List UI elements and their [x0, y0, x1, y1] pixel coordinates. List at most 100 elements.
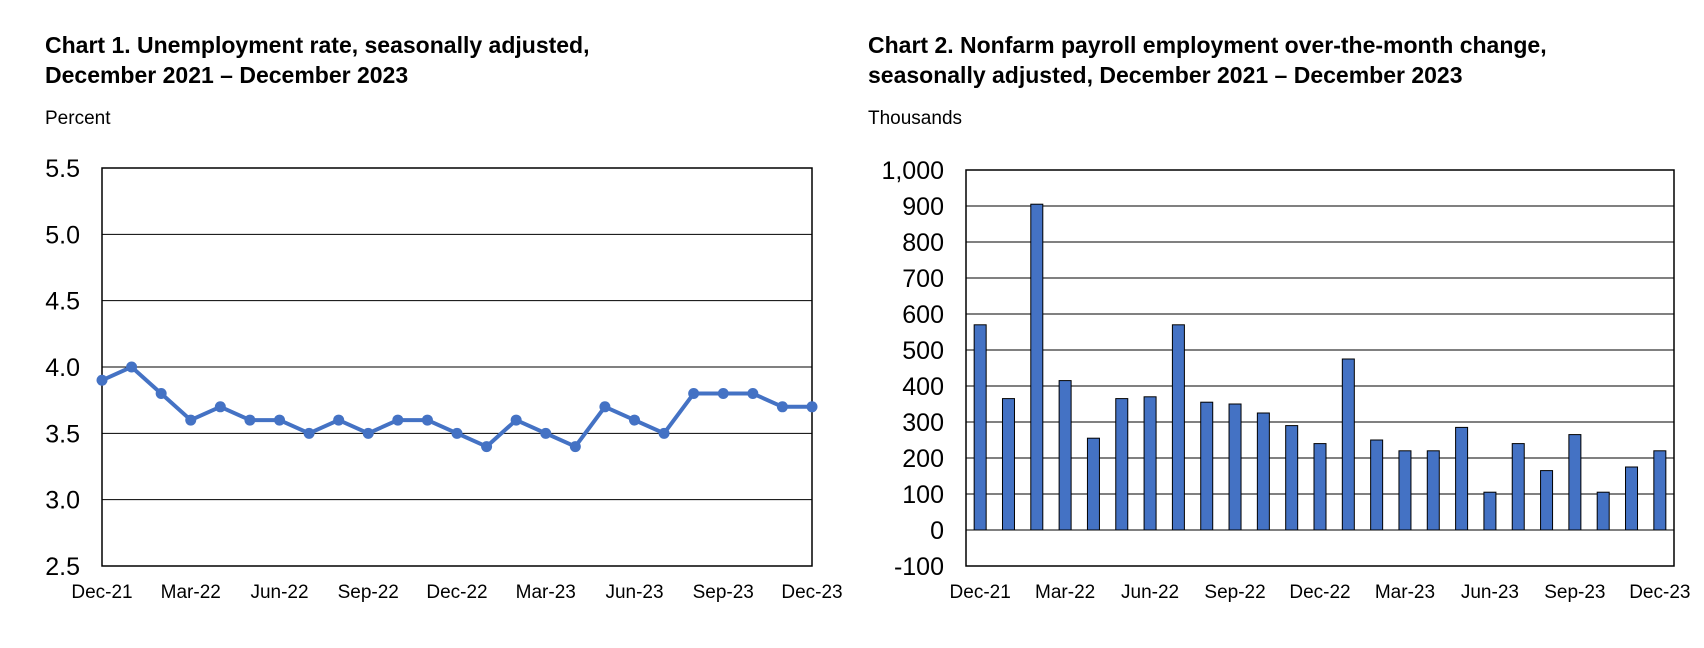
chart-1-data-point: [747, 388, 759, 400]
chart-2-panel: Chart 2. Nonfarm payroll employment over…: [852, 0, 1704, 648]
chart-1-y-unit-label: Percent: [45, 108, 111, 129]
chart-2-title-line-2: seasonally adjusted, December 2021 – Dec…: [868, 62, 1463, 88]
chart-1-data-point: [569, 441, 581, 453]
chart-2-x-tick-label: Sep-22: [1204, 582, 1265, 603]
chart-2-bar: [1228, 403, 1242, 531]
chart-2-y-unit-label: Thousands: [868, 108, 963, 129]
chart-1-x-tick-label: Jun-22: [250, 582, 308, 603]
chart-2-bar: [1341, 358, 1355, 531]
chart-1-data-point: [599, 401, 611, 413]
chart-1-y-tick-label: 4.5: [45, 288, 80, 316]
chart-1-data-point: [333, 414, 345, 426]
chart-1-data-point: [776, 401, 788, 413]
chart-2-title-line-1: Chart 2. Nonfarm payroll employment over…: [868, 32, 1547, 58]
chart-1-data-point: [362, 427, 374, 439]
chart-2-svg: 1,000 900 800 700 600 500 400 300 200 100 0 -100 Dec…: [881, 157, 1690, 603]
chart-2-bar: [1370, 439, 1384, 531]
chart-2-y-tick-label: 100: [902, 481, 944, 509]
chart-2-x-tick-label: Jun-23: [1461, 582, 1519, 603]
chart-1-data-point: [688, 388, 700, 400]
chart-1-data-point: [244, 414, 256, 426]
chart-1-data-point: [126, 361, 138, 373]
chart-1-data-point: [510, 414, 522, 426]
chart-2-x-tick-label: Jun-22: [1121, 582, 1179, 603]
chart-2-bar: [1030, 203, 1044, 531]
chart-1-data-point: [540, 427, 552, 439]
chart-1-x-tick-label: Mar-23: [516, 582, 576, 603]
chart-1-x-tick-label: Dec-21: [71, 582, 132, 603]
chart-1-data-point: [303, 427, 315, 439]
chart-1-y-tick-label: 5.5: [45, 155, 80, 183]
chart-2-y-tick-label: 700: [902, 265, 944, 293]
chart-2-y-tick-label: 200: [902, 445, 944, 473]
chart-1-y-tick-label: 3.0: [45, 487, 80, 515]
chart-1-title-line-2: December 2021 – December 2023: [45, 62, 409, 88]
chart-2-bar: [1313, 443, 1327, 531]
chart-1-x-tick-label: Sep-22: [338, 582, 399, 603]
chart-1-data-point: [451, 427, 463, 439]
chart-1-title: Chart 1. Unemployment rate, seasonally a…: [45, 30, 590, 90]
chart-1-plot-frame: [101, 167, 813, 567]
chart-1-y-tick-label: 3.5: [45, 420, 80, 448]
chart-1-data-point: [185, 414, 197, 426]
chart-2-bar: [1398, 450, 1412, 531]
chart-1-y-tick-label: 4.0: [45, 354, 80, 382]
chart-2-bar: [1143, 396, 1157, 531]
chart-2-bar: [1540, 470, 1554, 531]
chart-2-x-tick-label: Dec-23: [1629, 582, 1690, 603]
chart-1-x-tick-label: Dec-22: [426, 582, 487, 603]
chart-2-y-tick-label: 1,000: [881, 157, 944, 185]
chart-2-bar: [973, 324, 987, 531]
chart-1-data-point: [481, 441, 493, 453]
chart-2-bar: [1455, 426, 1469, 531]
chart-1-x-tick-label: Sep-23: [693, 582, 754, 603]
chart-2-bar: [1171, 324, 1185, 531]
chart-2-bar: [1511, 443, 1525, 531]
chart-2-x-tick-label: Dec-22: [1289, 582, 1350, 603]
chart-1-data-point: [629, 414, 640, 426]
chart-2-bar: [1483, 491, 1497, 531]
chart-1-x-tick-label: Dec-23: [781, 582, 842, 603]
chart-2-bar: [1653, 450, 1667, 531]
chart-2-y-tick-label: 300: [902, 409, 944, 437]
chart-1-y-tick-label: 5.0: [45, 221, 80, 249]
chart-1-data-point: [421, 414, 433, 426]
chart-2-x-tick-label: Mar-22: [1035, 582, 1095, 603]
chart-2-y-tick-label: 900: [902, 193, 944, 221]
chart-2-bar: [1625, 466, 1639, 531]
chart-1-data-point: [658, 427, 670, 439]
chart-2-bar: [1426, 450, 1440, 531]
chart-2-bar: [1200, 401, 1214, 531]
chart-2-plot-frame: [965, 169, 1675, 567]
chart-1-data-point: [392, 414, 404, 426]
chart-2-bar: [1596, 491, 1610, 531]
chart-2-title: Chart 2. Nonfarm payroll employment over…: [868, 30, 1547, 90]
chart-2-y-tick-label: 500: [902, 337, 944, 365]
chart-2-bar: [1058, 380, 1072, 531]
chart-2-y-tick-label: 800: [902, 229, 944, 257]
chart-1-x-tick-label: Mar-22: [161, 582, 221, 603]
chart-1-data-point: [214, 401, 226, 413]
chart-1-data-point: [274, 414, 285, 426]
chart-2-y-tick-label: 600: [902, 301, 944, 329]
chart-2-bar: [1285, 425, 1299, 531]
chart-2-x-tick-label: Dec-21: [950, 582, 1011, 603]
chart-2-y-tick-label: 0: [930, 517, 944, 545]
chart-1-data-point: [806, 401, 818, 413]
chart-1-data-point: [717, 388, 729, 400]
chart-1-x-tick-label: Jun-23: [605, 582, 663, 603]
chart-2-y-tick-label: 400: [902, 373, 944, 401]
chart-2-bar: [1115, 398, 1129, 531]
chart-2-x-tick-label: Sep-23: [1544, 582, 1605, 603]
chart-2-x-tick-label: Mar-23: [1375, 582, 1435, 603]
chart-1-y-tick-label: 2.5: [45, 553, 80, 581]
chart-1-title-line-1: Chart 1. Unemployment rate, seasonally a…: [45, 32, 590, 58]
chart-1-data-point: [96, 374, 108, 386]
chart-2-bar: [1256, 412, 1270, 531]
chart-2-y-tick-label: -100: [894, 553, 944, 581]
chart-2-bar: [1001, 398, 1015, 531]
chart-1-panel: Chart 1. Unemployment rate, seasonally a…: [45, 30, 843, 603]
chart-1-data-point: [155, 388, 167, 400]
chart-2-bar: [1086, 437, 1100, 531]
